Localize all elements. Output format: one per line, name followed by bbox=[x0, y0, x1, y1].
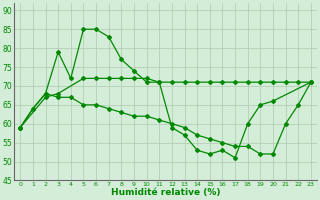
X-axis label: Humidité relative (%): Humidité relative (%) bbox=[111, 188, 220, 197]
